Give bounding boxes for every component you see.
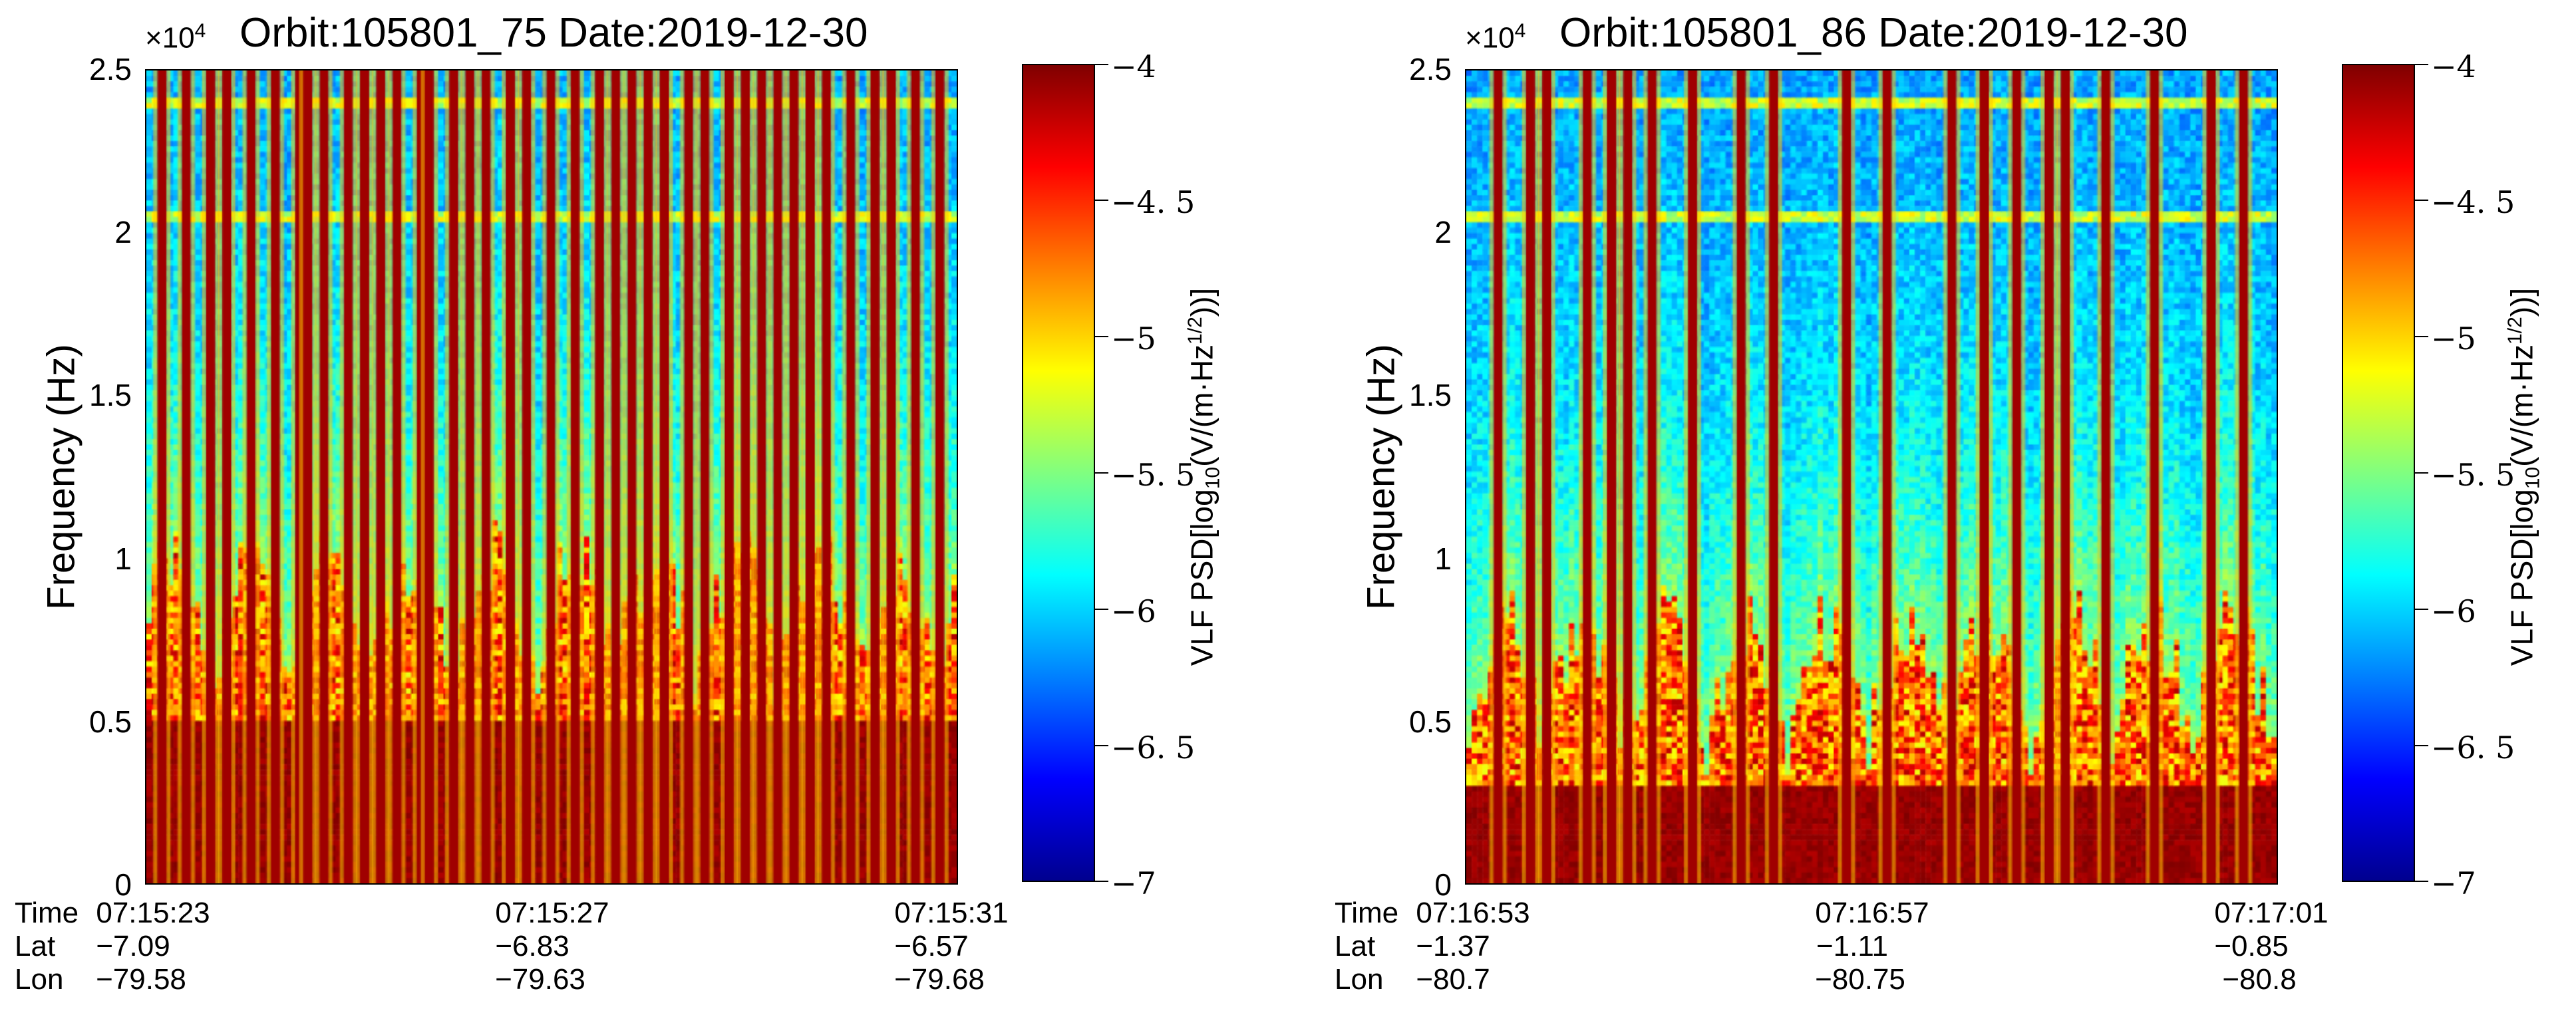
x-tick-time: 07:15:31 [894, 897, 1009, 929]
colorbar-tick [1095, 200, 1108, 201]
colorbar-tick [1095, 336, 1108, 337]
colorbar-tick [1095, 64, 1108, 65]
x-tick-lon: −79.68 [894, 963, 985, 996]
colorbar-tick-label: −6 [1111, 593, 1156, 629]
colorbar-tick-label: −6 [2431, 593, 2476, 629]
colorbar-tick [2415, 336, 2428, 337]
y-axis-label: Frequency (Hz) [1359, 344, 1403, 610]
x-tick-time: 07:17:01 [2214, 897, 2329, 929]
x-tick-time: 07:15:23 [96, 897, 210, 929]
cbar-label-part: VLF PSD[log [1184, 489, 1219, 666]
x-tick-lon: −80.7 [1416, 963, 1490, 996]
colorbar-tick-label: −5 [2431, 321, 2476, 357]
spectrogram-plot-area [1465, 69, 2278, 885]
x-tick-time: 07:15:27 [495, 897, 609, 929]
x-tick-time: 07:16:57 [1815, 897, 1929, 929]
cbar-label-part: (V/(m·Hz [1184, 344, 1219, 467]
colorbar-tick [2415, 609, 2428, 610]
x-row-label-lon: Lon [1335, 963, 1384, 996]
cbar-label-sub: 10 [2521, 466, 2544, 490]
spectrogram-heatmap [1466, 71, 2277, 883]
cbar-label-part: ))] [2504, 287, 2539, 317]
colorbar-tick-label: −4 [1111, 49, 1156, 84]
colorbar-tick [2415, 472, 2428, 474]
y-axis-label: Frequency (Hz) [39, 344, 83, 610]
colorbar-tick-label: −7 [1111, 865, 1156, 901]
y-exponent-label: ×104 [145, 20, 206, 55]
y-tick-label: 2 [114, 215, 132, 249]
x-row-label-lat: Lat [15, 930, 56, 962]
cbar-label-part: (V/(m·Hz [2504, 344, 2539, 467]
x-row-label-lon: Lon [15, 963, 64, 996]
chart-title: Orbit:105801_75 Date:2019-12-30 [240, 10, 868, 56]
y-tick-label: 1 [114, 541, 132, 576]
colorbar [1022, 64, 1095, 882]
colorbar-tick [1095, 881, 1108, 882]
colorbar-tick-label: −5. 5 [2431, 457, 2515, 493]
colorbar-label: VLF PSD[log10(V/(m·Hz1/2))] [1184, 288, 1224, 666]
x-tick-lon: −79.63 [495, 963, 585, 996]
colorbar-tick [2415, 881, 2428, 882]
y-tick-label: 1 [1434, 541, 1452, 576]
colorbar-label: VLF PSD[log10(V/(m·Hz1/2))] [2503, 288, 2544, 666]
spectrogram-heatmap [146, 71, 957, 883]
x-tick-lon: −80.8 [2222, 963, 2297, 996]
x-tick-lat: −6.57 [894, 930, 969, 962]
chart-title: Orbit:105801_86 Date:2019-12-30 [1559, 10, 2188, 56]
colorbar-tick-label: −6. 5 [1111, 730, 1196, 766]
cbar-label-part: ))] [1184, 287, 1219, 317]
x-tick-lon: −80.75 [1815, 963, 1905, 996]
x-tick-lat: −7.09 [96, 930, 170, 962]
x-row-label-time: Time [1335, 897, 1399, 929]
colorbar-tick-label: −4. 5 [2431, 184, 2515, 220]
y-tick-label: 0 [114, 867, 132, 902]
exp-base: ×10 [145, 21, 195, 55]
cbar-label-sup: 1/2 [1184, 317, 1207, 345]
cbar-label-sub: 10 [1202, 466, 1224, 490]
x-tick-lat: −1.11 [1816, 930, 1889, 962]
colorbar-tick-label: −4. 5 [1111, 184, 1196, 220]
y-tick-label: 2.5 [89, 52, 132, 86]
y-exponent-label: ×104 [1465, 20, 1526, 55]
y-tick-label: 1.5 [89, 378, 132, 412]
cbar-label-sup: 1/2 [2504, 317, 2527, 345]
colorbar [2342, 64, 2415, 882]
y-tick-label: 0.5 [1409, 704, 1452, 739]
y-tick-label: 0 [1434, 867, 1452, 902]
x-tick-lat: −0.85 [2214, 930, 2289, 962]
colorbar-tick [2415, 745, 2428, 746]
spectrogram-panel-left: Orbit:105801_75 Date:2019-12-30 ×104 Fre… [15, 10, 1224, 996]
cbar-label-part: VLF PSD[log [2504, 489, 2539, 666]
x-tick-lat: −6.83 [495, 930, 569, 962]
x-tick-time: 07:16:53 [1416, 897, 1530, 929]
colorbar-tick-label: −4 [2431, 49, 2476, 84]
spectrogram-panel-right: Orbit:105801_86 Date:2019-12-30 ×104 Fre… [1320, 0, 2576, 1011]
colorbar-tick [1095, 609, 1108, 610]
colorbar-tick [1095, 472, 1108, 474]
y-tick-label: 1.5 [1409, 378, 1452, 412]
exp-base: ×10 [1465, 21, 1515, 55]
spectrogram-plot-area [145, 69, 958, 885]
x-row-label-time: Time [15, 897, 79, 929]
colorbar-tick-label: −5. 5 [1111, 457, 1196, 493]
y-tick-label: 2.5 [1409, 52, 1452, 86]
x-tick-lat: −1.37 [1416, 930, 1490, 962]
colorbar-tick [2415, 64, 2428, 65]
colorbar-tick [1095, 745, 1108, 746]
y-tick-label: 2 [1434, 215, 1452, 249]
colorbar-tick [2415, 200, 2428, 201]
colorbar-tick-label: −7 [2431, 865, 2476, 901]
colorbar-tick-label: −5 [1111, 321, 1156, 357]
colorbar-tick-label: −6. 5 [2431, 730, 2515, 766]
x-row-label-lat: Lat [1335, 930, 1376, 962]
exp-power: 4 [1514, 20, 1526, 42]
exp-power: 4 [194, 20, 206, 42]
x-tick-lon: −79.58 [96, 963, 186, 996]
y-tick-label: 0.5 [89, 704, 132, 739]
